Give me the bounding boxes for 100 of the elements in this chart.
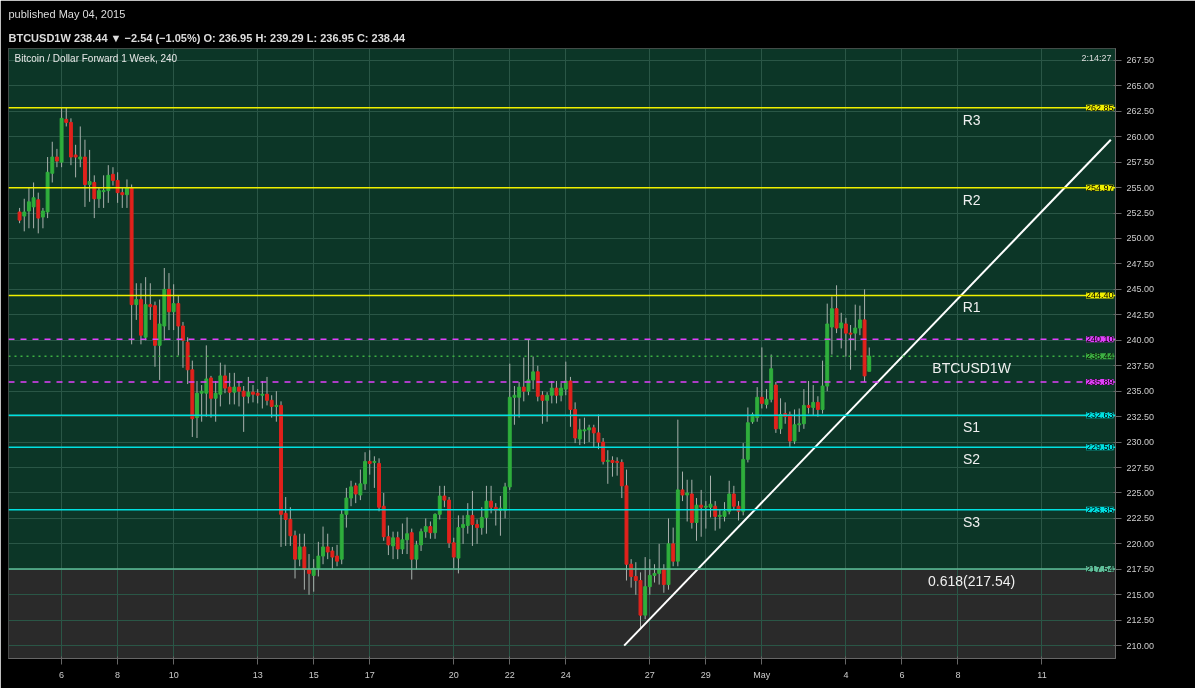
y-tick-label: 220.00 [1126, 538, 1155, 549]
x-tick-label: 11 [1037, 669, 1047, 680]
candlestick [853, 304, 858, 351]
candlestick [400, 523, 405, 555]
x-tick-label: 6 [59, 669, 65, 680]
y-tick-label: 247.50 [1126, 258, 1155, 269]
y-tick-label: 222.50 [1126, 513, 1155, 524]
x-tick-label: 15 [308, 669, 319, 680]
candlestick [811, 384, 816, 417]
y-tick-label: 225.00 [1126, 487, 1155, 498]
y-tick-label: 217.50 [1126, 564, 1155, 575]
candlestick [391, 531, 396, 560]
candlestick [778, 397, 783, 435]
y-tick-label: 210.00 [1126, 640, 1155, 651]
candlestick [106, 164, 111, 204]
annotation: 238.44 [1085, 351, 1114, 362]
candlestick [134, 282, 139, 321]
candlestick [241, 385, 246, 433]
candlestick [78, 125, 83, 168]
y-tick-label: 242.50 [1126, 309, 1155, 320]
candlestick [521, 357, 526, 402]
x-tick-label: 22 [504, 669, 515, 680]
candlestick [92, 174, 97, 219]
candlestick [699, 489, 704, 538]
annotation: 240.10 [1085, 334, 1114, 345]
ref-line-label: R3 [962, 111, 981, 128]
candlestick [204, 344, 209, 418]
y-tick-label: 252.50 [1126, 208, 1155, 219]
candlestick [610, 455, 615, 478]
ref-line-label: BTCUSD1W [932, 360, 1012, 377]
candlestick [367, 449, 372, 476]
candlestick [209, 375, 213, 419]
candlestick [54, 148, 59, 168]
candlestick [680, 471, 685, 502]
annotation: 229.50 [1085, 442, 1114, 453]
candlestick [372, 455, 377, 489]
x-tick-label: 13 [252, 669, 263, 680]
candlestick [834, 284, 839, 334]
x-tick-label: 27 [644, 669, 655, 680]
candlestick [815, 395, 820, 418]
ref-line-label: S3 [963, 513, 981, 530]
annotation: 244.40 [1085, 290, 1114, 301]
candlestick [605, 449, 610, 485]
candlestick [694, 497, 699, 542]
x-tick-label: 8 [955, 669, 961, 680]
candlestick [661, 563, 666, 594]
chart-title: Bitcoin / Dollar Forward 1 Week, 240 [14, 52, 178, 64]
candlestick [167, 272, 171, 331]
annotation: 262.85 [1085, 102, 1114, 113]
y-tick-label: 267.50 [1126, 55, 1155, 66]
annotation: 235.89 [1085, 377, 1114, 388]
text: published May 04, 2015 [8, 7, 126, 20]
y-tick-label: 232.50 [1126, 411, 1155, 422]
x-tick-label: 24 [560, 669, 571, 680]
y-tick-label: 235.00 [1126, 386, 1155, 397]
candlestick [36, 192, 41, 234]
y-tick-label: 255.00 [1126, 182, 1155, 193]
candlestick [489, 485, 494, 514]
candlestick [269, 394, 274, 419]
x-tick-label: 6 [899, 669, 905, 680]
candlestick [22, 198, 27, 232]
candlestick [325, 533, 330, 560]
ref-line-label: S2 [963, 451, 981, 468]
candlestick [260, 380, 265, 409]
candlestick [395, 531, 400, 560]
candlestick [274, 390, 279, 423]
x-tick-label: 10 [168, 669, 179, 680]
candlestick [484, 485, 489, 535]
candlestick [759, 346, 764, 409]
candlestick [563, 361, 568, 396]
candlestick [801, 388, 806, 430]
y-tick-label: 257.50 [1126, 157, 1155, 168]
candlestick [31, 181, 36, 229]
candlestick [867, 346, 872, 372]
candlestick [316, 541, 321, 577]
candlestick [232, 372, 237, 405]
candlestick [554, 380, 559, 404]
x-tick-label: 4 [843, 669, 849, 680]
y-tick-label: 212.50 [1126, 615, 1155, 626]
y-tick-label: 262.50 [1126, 106, 1155, 117]
candlestick [171, 283, 176, 331]
candlestick [87, 149, 92, 203]
annotation: 254.97 [1085, 182, 1114, 193]
candlestick [330, 546, 335, 570]
candlestick [176, 294, 181, 357]
candlestick [101, 174, 106, 209]
candlestick [857, 305, 862, 336]
y-tick-label: 265.00 [1126, 80, 1155, 91]
annotation: 232.63 [1085, 410, 1114, 421]
candlestick [806, 380, 811, 415]
y-tick-label: 250.00 [1126, 233, 1155, 244]
annotation: 2:14:27 [1081, 52, 1112, 63]
candlestick [708, 475, 713, 518]
ref-line-label: R2 [962, 191, 981, 208]
ref-line-label: R1 [962, 299, 981, 316]
x-tick-label: 17 [364, 669, 375, 680]
y-tick-label: 230.00 [1126, 437, 1155, 448]
x-tick-label: 8 [115, 669, 121, 680]
candlestick [526, 338, 531, 396]
candlestick [652, 563, 657, 584]
